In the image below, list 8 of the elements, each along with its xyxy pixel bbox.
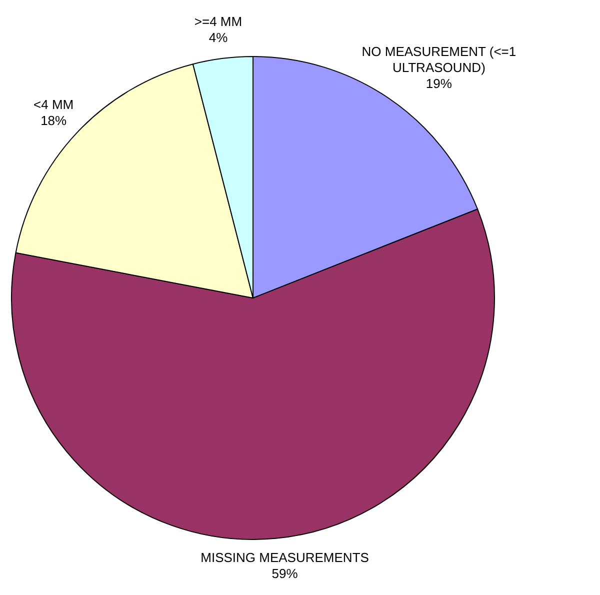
slice-label: <4 MM — [34, 97, 74, 112]
data-label: 59% — [272, 566, 298, 581]
data-label: 4% — [208, 30, 228, 46]
data-label: 18% — [40, 113, 68, 128]
slice-label: NO MEASUREMENT (<=1 ULTRASOUND) — [362, 44, 516, 76]
slice-label: MISSING MEASUREMENTS — [200, 550, 370, 565]
data-label: 19% — [426, 76, 452, 92]
slice-label: >=4 MM — [194, 14, 242, 30]
